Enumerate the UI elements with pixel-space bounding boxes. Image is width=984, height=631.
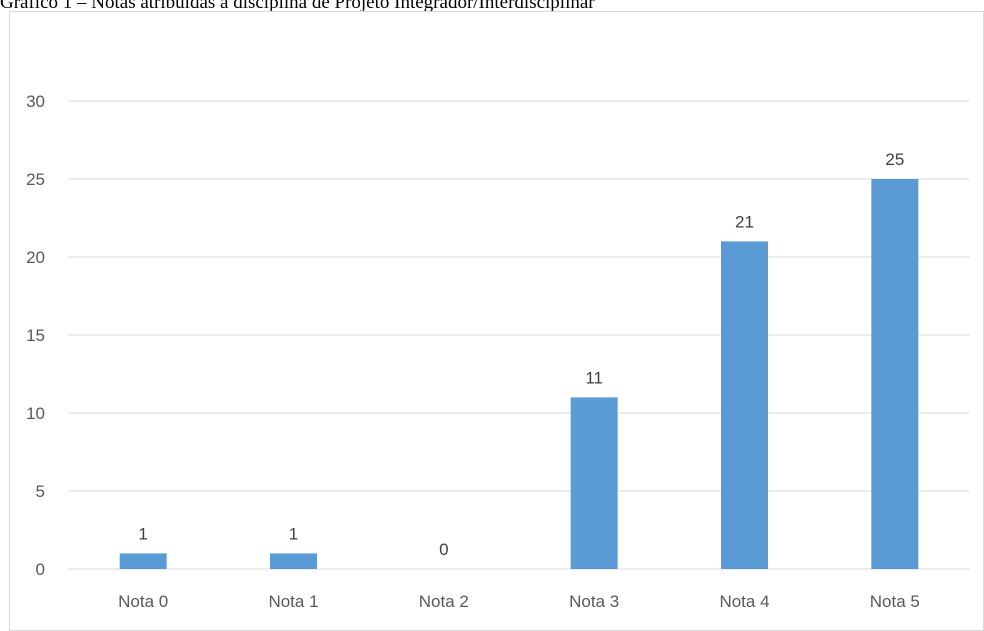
y-tick-label-15: 15 [26,326,45,345]
bar-nota-4 [721,241,768,569]
y-tick-label-30: 30 [26,92,45,111]
bar-nota-5 [871,179,919,569]
data-label-nota-0: 1 [138,524,147,543]
bar-nota-1 [270,553,317,569]
data-label-nota-3: 11 [585,368,603,387]
x-tick-label-nota-5: Nota 5 [870,592,920,611]
x-tick-label-nota-2: Nota 2 [419,592,469,611]
x-tick-label-nota-3: Nota 3 [569,592,619,611]
chart-caption: Gráfico 1 – Notas atribuídas à disciplin… [0,0,595,13]
y-tick-label-0: 0 [36,560,45,579]
bar-nota-3 [570,397,618,569]
x-tick-label-nota-4: Nota 4 [719,592,769,611]
data-label-nota-4: 21 [735,212,754,231]
x-tick-label-nota-1: Nota 1 [268,592,318,611]
data-label-nota-2: 0 [439,540,448,559]
data-label-nota-1: 1 [289,524,298,543]
y-tick-label-10: 10 [26,404,45,423]
y-tick-label-20: 20 [26,248,45,267]
y-tick-label-5: 5 [36,482,45,501]
data-label-nota-5: 25 [885,150,904,169]
bar-nota-0 [119,553,167,569]
x-tick-label-nota-0: Nota 0 [118,592,168,611]
y-tick-label-25: 25 [26,170,45,189]
